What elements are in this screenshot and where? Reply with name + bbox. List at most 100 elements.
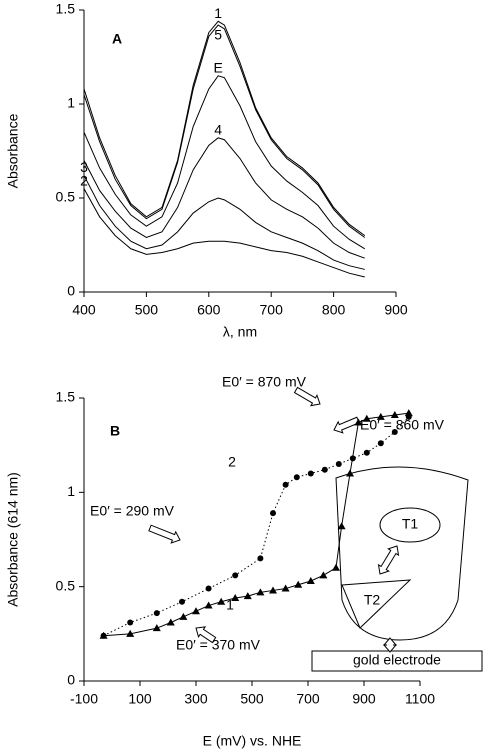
marker bbox=[404, 409, 413, 417]
series-label: 3 bbox=[80, 159, 88, 175]
marker bbox=[307, 470, 314, 477]
series-line bbox=[83, 137, 365, 259]
series-line bbox=[83, 188, 365, 278]
x-tick-label: 100 bbox=[128, 691, 152, 707]
marker bbox=[179, 612, 188, 620]
t2-site bbox=[341, 579, 412, 629]
marker bbox=[269, 586, 277, 594]
x-tick-label: -100 bbox=[70, 691, 98, 707]
marker bbox=[354, 418, 363, 426]
inset-label: T2 bbox=[364, 592, 381, 608]
x-tick-label: 600 bbox=[197, 302, 221, 318]
series-label: 1 bbox=[226, 597, 234, 613]
panel-label: A bbox=[112, 31, 122, 47]
series-label: 2 bbox=[228, 454, 236, 470]
marker bbox=[232, 572, 239, 579]
marker bbox=[100, 632, 107, 639]
arrow bbox=[195, 626, 217, 644]
x-tick-label: 500 bbox=[240, 691, 264, 707]
marker bbox=[282, 481, 289, 488]
panel-label: B bbox=[110, 423, 120, 439]
marker bbox=[293, 474, 300, 481]
series-line bbox=[83, 20, 366, 237]
y-tick-label: 0.5 bbox=[56, 577, 76, 593]
marker bbox=[256, 588, 265, 596]
marker bbox=[231, 593, 240, 601]
annotation: E0′ = 860 mV bbox=[360, 417, 445, 433]
y-tick-label: 1 bbox=[67, 483, 75, 499]
arrow bbox=[377, 545, 400, 575]
marker bbox=[127, 619, 134, 626]
y-tick-label: 1 bbox=[67, 95, 75, 111]
marker bbox=[405, 413, 412, 420]
y-axis-label: Absorbance (614 nm) bbox=[5, 472, 21, 607]
annotation: E0′ = 870 mV bbox=[222, 374, 307, 390]
marker bbox=[270, 510, 276, 517]
marker bbox=[153, 610, 160, 617]
arrow bbox=[148, 524, 181, 544]
marker bbox=[192, 607, 200, 615]
x-tick-label: 500 bbox=[135, 302, 159, 318]
series-line bbox=[83, 75, 366, 250]
cell-outline bbox=[335, 466, 469, 641]
y-tick-label: 1.5 bbox=[56, 1, 76, 17]
marker bbox=[179, 598, 185, 605]
x-tick-label: 400 bbox=[72, 302, 96, 318]
marker bbox=[204, 601, 213, 609]
y-tick-label: 0 bbox=[67, 283, 75, 299]
series-label: 2 bbox=[80, 172, 88, 188]
marker bbox=[337, 522, 346, 530]
marker bbox=[346, 469, 354, 477]
x-tick-label: 700 bbox=[296, 691, 320, 707]
marker bbox=[217, 597, 226, 605]
arrow bbox=[382, 637, 398, 653]
inset-label: gold electrode bbox=[353, 652, 441, 668]
t1-site bbox=[379, 507, 441, 543]
y-axis-label: Absorbance bbox=[5, 113, 21, 188]
series-line bbox=[83, 24, 366, 238]
arrow bbox=[293, 386, 321, 407]
series-label: 1 bbox=[214, 5, 222, 21]
marker bbox=[362, 414, 371, 422]
y-tick-label: 0 bbox=[67, 672, 75, 688]
marker bbox=[391, 428, 398, 435]
marker bbox=[243, 592, 252, 600]
marker bbox=[377, 440, 384, 447]
marker bbox=[319, 571, 328, 579]
marker bbox=[321, 466, 328, 473]
electrode-box bbox=[311, 650, 483, 672]
x-tick-label: 700 bbox=[260, 302, 284, 318]
marker bbox=[294, 580, 303, 588]
marker bbox=[126, 629, 135, 637]
marker bbox=[152, 624, 161, 632]
marker bbox=[349, 455, 356, 462]
annotation: E0′ = 290 mV bbox=[90, 503, 175, 519]
series-line bbox=[83, 175, 365, 270]
marker bbox=[390, 410, 399, 418]
x-tick-label: 800 bbox=[322, 302, 346, 318]
x-tick-label: 1100 bbox=[405, 691, 435, 707]
y-tick-label: 0.5 bbox=[56, 189, 76, 205]
annotation: E0′ = 370 mV bbox=[176, 637, 261, 653]
marker bbox=[335, 461, 342, 468]
series-label: E bbox=[213, 60, 222, 76]
marker bbox=[205, 585, 212, 592]
y-tick-label: 1.5 bbox=[56, 389, 76, 405]
marker bbox=[281, 584, 290, 592]
x-tick-label: 300 bbox=[184, 691, 208, 707]
inset-label: T1 bbox=[402, 516, 419, 532]
marker bbox=[332, 563, 340, 571]
marker bbox=[306, 577, 315, 585]
series-label: 4 bbox=[214, 122, 222, 138]
x-axis-label: E (mV) vs. NHE bbox=[203, 733, 302, 749]
series-line bbox=[103, 416, 410, 637]
inset-diagram bbox=[311, 466, 483, 672]
marker bbox=[166, 618, 175, 626]
x-tick-label: 900 bbox=[352, 691, 376, 707]
marker bbox=[257, 555, 264, 562]
x-axis-label: λ, nm bbox=[223, 324, 257, 340]
marker bbox=[376, 412, 385, 420]
x-tick-label: 900 bbox=[384, 302, 408, 318]
series-label: 5 bbox=[214, 27, 222, 43]
